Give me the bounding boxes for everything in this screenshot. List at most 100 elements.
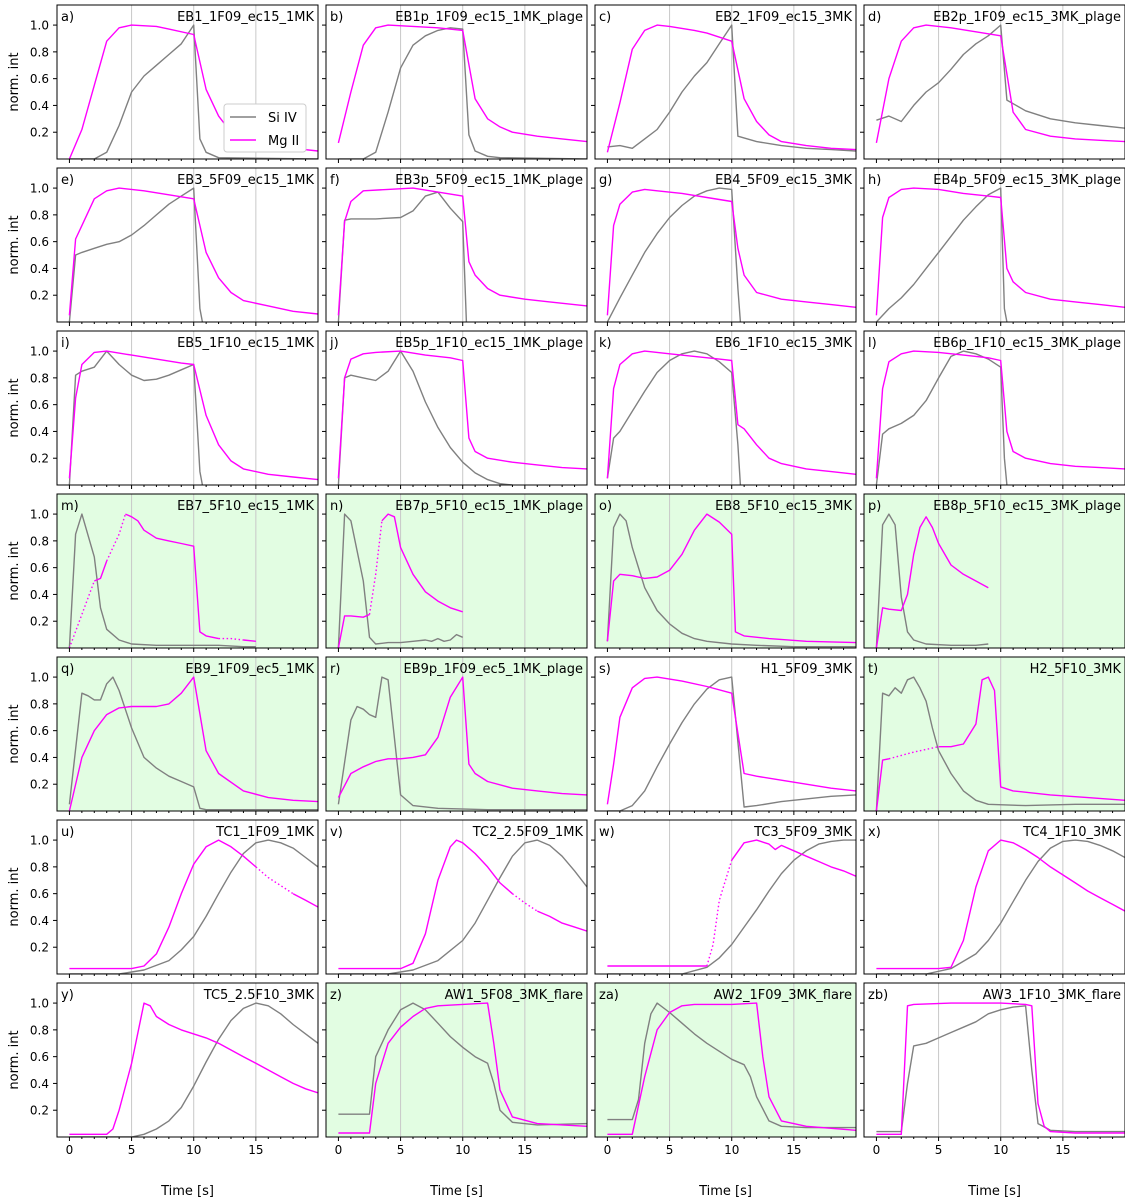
panel-label: zb) (868, 988, 888, 1003)
mg-ii-series-line (94, 560, 108, 582)
x-axis-label: Time [s] (160, 1184, 214, 1199)
panel-m: 0.2 0.4 0.6 0.8 1.0 m) EB7_5F10_ec15_1MK (30, 493, 319, 652)
panel-label: t) (868, 662, 878, 677)
y-tick-label: 0.8 (30, 208, 49, 222)
si-iv-series-line (68, 513, 256, 648)
x-tick-label: 15 (786, 1143, 801, 1157)
mg-ii-series-line (537, 910, 587, 932)
si-iv-series-line (875, 513, 989, 648)
mg-ii-series-line (68, 350, 318, 481)
panel-label: f) (330, 173, 340, 188)
y-tick-label: 0.8 (30, 860, 49, 874)
mg-ii-series-line (69, 1002, 318, 1136)
y-axis-label: norm. int (7, 378, 22, 437)
panel-label: z) (330, 988, 342, 1003)
panel-frame (863, 819, 1125, 975)
panel-label: q) (61, 662, 74, 677)
y-tick-label: 0.4 (30, 751, 49, 765)
mg-ii-series-line (337, 187, 587, 316)
si-iv-series-line (606, 350, 742, 485)
y-tick-label: 1.0 (30, 834, 49, 848)
x-tick-label: 0 (873, 1143, 881, 1157)
legend-mg-label: Mg II (268, 134, 299, 149)
panel-frame (325, 330, 588, 486)
mg-ii-series-line-interpolated (218, 637, 244, 641)
x-tick-label: 10 (186, 1143, 201, 1157)
y-tick-label: 0.2 (30, 615, 49, 629)
panel-frame (594, 656, 857, 812)
panel-g: g) EB4_5F09_ec15_3MK (591, 167, 857, 326)
x-tick-label: 5 (397, 1143, 405, 1157)
mg-ii-series-line-interpolated (368, 520, 383, 615)
plot-area (876, 1002, 1125, 1136)
panel-frame (56, 4, 319, 160)
mg-ii-series-line (338, 839, 513, 970)
panel-x: x) TC4_1F10_3MK (860, 819, 1125, 978)
mg-ii-series-line (125, 513, 219, 640)
panel-q: 0.2 0.4 0.6 0.8 1.0 q) EB9_1F09_ec5_1MK (30, 656, 319, 815)
panel-frame (56, 656, 319, 812)
si-iv-series-line (876, 839, 1125, 974)
panel-title: EB7p_5F10_ec15_1MK_plage (395, 499, 583, 514)
x-axis-label: Time [s] (429, 1184, 483, 1199)
panel-label: k) (599, 336, 612, 351)
mg-ii-series-line-interpolated (888, 746, 939, 760)
si-iv-series-line (337, 676, 587, 811)
y-tick-label: 0.8 (30, 697, 49, 711)
panel-frame (863, 493, 1125, 649)
si-iv-series-line (607, 24, 856, 152)
panel-title: EB3p_5F09_ec15_1MK_plage (395, 173, 583, 188)
panel-u: 0.2 0.4 0.6 0.8 1.0 u) TC1_1F09_1MK (30, 819, 319, 978)
plot-area (606, 187, 856, 322)
panel-title: EB1p_1F09_ec15_1MK_plage (395, 10, 583, 25)
panel-title: EB9p_1F09_ec5_1MK_plage (404, 662, 583, 677)
panel-label: c) (599, 10, 611, 25)
mg-ii-series-line (938, 676, 1125, 801)
legend-si-label: Si IV (268, 111, 297, 126)
panel-frame (56, 819, 319, 975)
panel-title: AW1_5F08_3MK_flare (445, 988, 583, 1003)
panel-frame (863, 656, 1125, 812)
panel-label: d) (868, 10, 881, 25)
panel-label: a) (61, 10, 74, 25)
panel-green-background (864, 657, 1125, 811)
panel-frame (594, 493, 857, 649)
plot-area (68, 513, 256, 648)
si-iv-series-line (337, 350, 513, 485)
panel-n: n) EB7p_5F10_ec15_1MK_plage (322, 493, 588, 652)
y-tick-label: 0.2 (30, 126, 49, 140)
y-tick-label: 0.6 (30, 72, 49, 86)
si-iv-series-line (607, 1002, 856, 1129)
panel-frame (863, 4, 1125, 160)
x-tick-label: 0 (66, 1143, 74, 1157)
panel-frame (863, 167, 1125, 323)
panel-title: AW3_1F10_3MK_flare (983, 988, 1121, 1003)
panel-title: EB6_1F10_ec15_3MK (715, 336, 852, 351)
mg-ii-series-line (875, 187, 1125, 316)
y-tick-label: 0.6 (30, 235, 49, 249)
si-iv-series-line (337, 191, 468, 322)
plot-area (337, 513, 463, 648)
panel-b: b) EB1p_1F09_ec15_1MK_plage (322, 4, 588, 163)
panel-frame (56, 330, 319, 486)
plot-area (875, 24, 1125, 144)
mg-ii-series-line (875, 24, 1125, 144)
panel-title: TC3_5F09_3MK (753, 825, 852, 840)
y-axis-label: norm. int (7, 867, 22, 926)
panel-title: EB2p_1F09_ec15_3MK_plage (933, 10, 1121, 25)
x-tick-label: 5 (935, 1143, 943, 1157)
mg-ii-series-line (875, 758, 890, 811)
panel-title: EB5_1F10_ec15_1MK (177, 336, 314, 351)
panel-title: TC1_1F09_1MK (215, 825, 314, 840)
panel-frame (594, 982, 857, 1138)
y-tick-label: 0.2 (30, 778, 49, 792)
panel-s: s) H1_5F09_3MK (591, 656, 857, 815)
plot-area (69, 1002, 318, 1137)
y-axis-label: norm. int (7, 215, 22, 274)
plot-area (606, 513, 856, 648)
panel-label: v) (330, 825, 343, 840)
panel-label: n) (330, 499, 343, 514)
mg-ii-series-line (68, 676, 318, 811)
mg-ii-series-line (381, 513, 463, 613)
